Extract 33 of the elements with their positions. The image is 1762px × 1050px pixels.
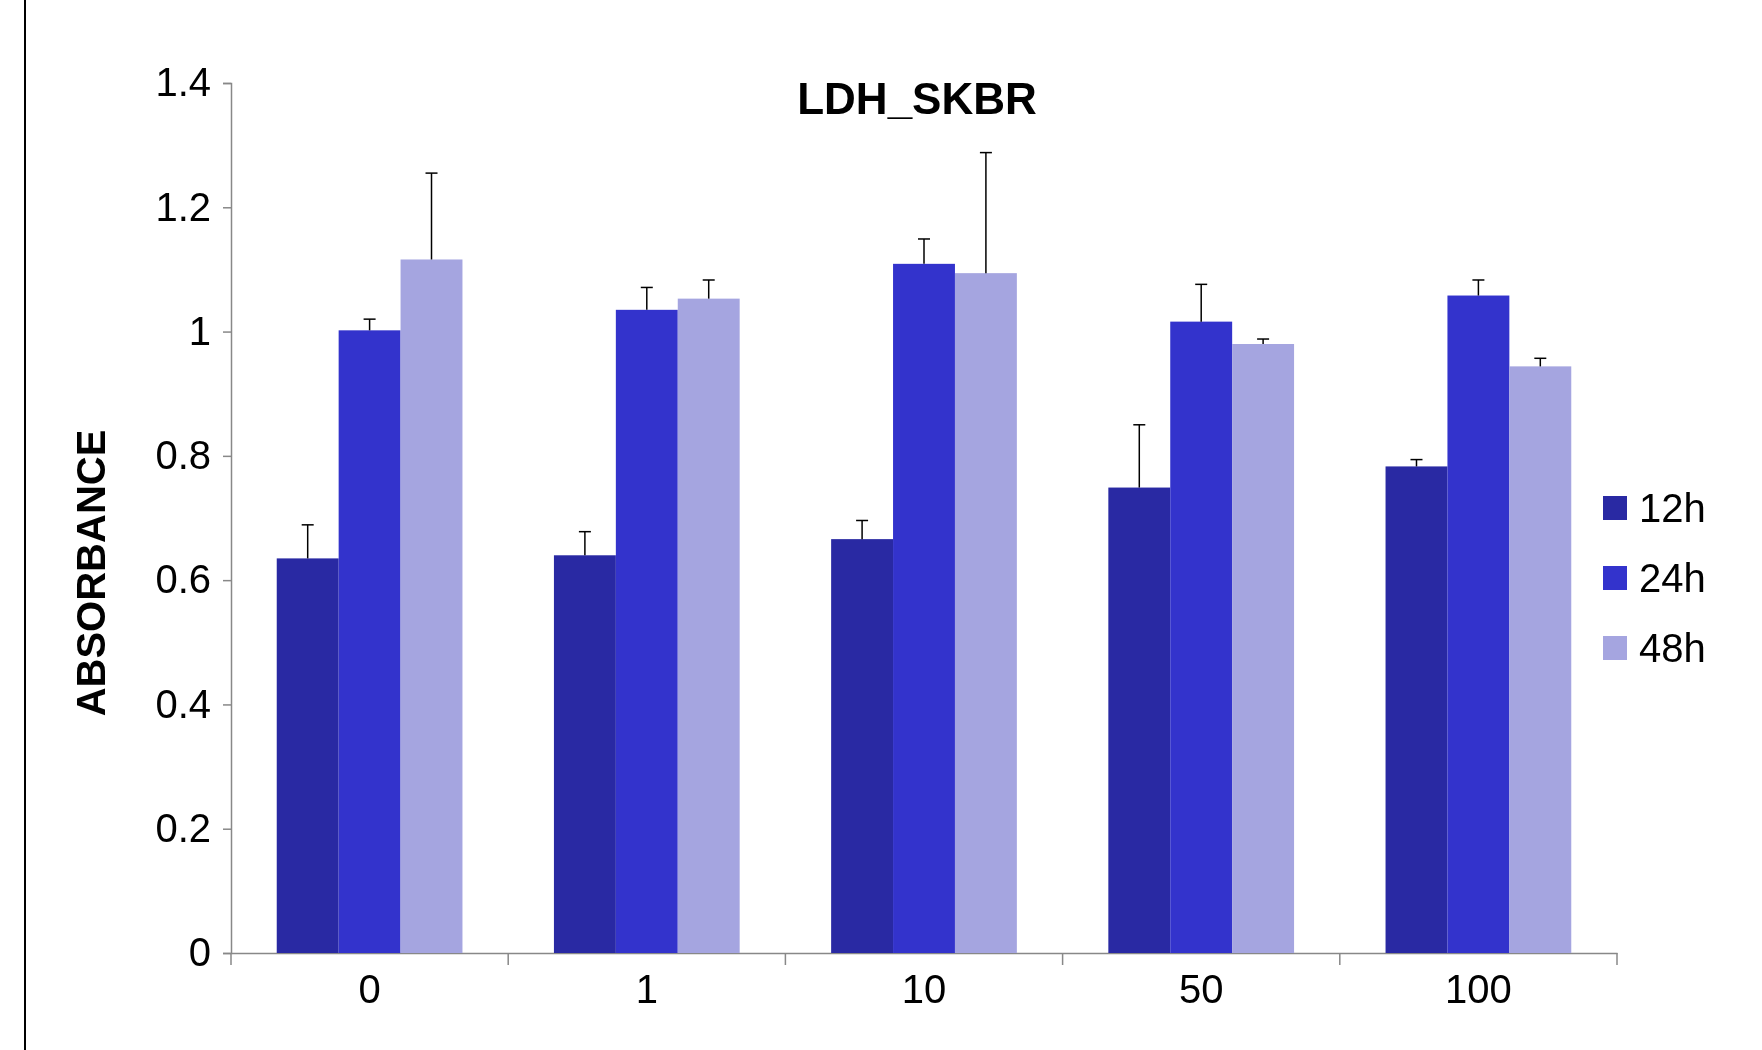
y-axis-title: ABSORBANCE <box>69 429 113 717</box>
bar <box>400 259 463 953</box>
legend-label: 48h <box>1639 626 1706 670</box>
legend-label: 24h <box>1639 556 1706 600</box>
bar <box>553 555 616 953</box>
bar <box>831 539 894 953</box>
bar <box>276 558 339 953</box>
x-tick-label: 100 <box>1445 967 1512 1012</box>
bar <box>1447 295 1510 953</box>
bar <box>615 309 678 953</box>
x-tick-label: 1 <box>635 967 658 1012</box>
y-tick-label: 0.8 <box>155 433 211 478</box>
y-tick-label: 0.2 <box>155 806 211 851</box>
x-tick-label: 0 <box>358 967 381 1012</box>
y-tick-label: 0.6 <box>155 557 211 602</box>
bar <box>1509 366 1572 953</box>
bar <box>1170 321 1233 953</box>
bar <box>1385 466 1448 953</box>
y-tick-label: 1.4 <box>155 60 211 105</box>
chart-title: LDH_SKBR <box>797 74 1037 123</box>
bar <box>1108 487 1171 953</box>
x-tick-label: 50 <box>1178 967 1224 1012</box>
bar <box>1232 344 1295 953</box>
y-tick-label: 1 <box>188 308 211 353</box>
bar <box>677 298 740 953</box>
bar <box>954 273 1017 953</box>
y-tick-label: 0 <box>188 930 211 975</box>
bar <box>893 263 955 953</box>
y-tick-label: 0.4 <box>155 681 211 726</box>
y-tick-label: 1.2 <box>155 184 211 229</box>
x-tick-label: 10 <box>901 967 947 1012</box>
bar <box>338 330 401 953</box>
legend-label: 12h <box>1639 486 1706 530</box>
